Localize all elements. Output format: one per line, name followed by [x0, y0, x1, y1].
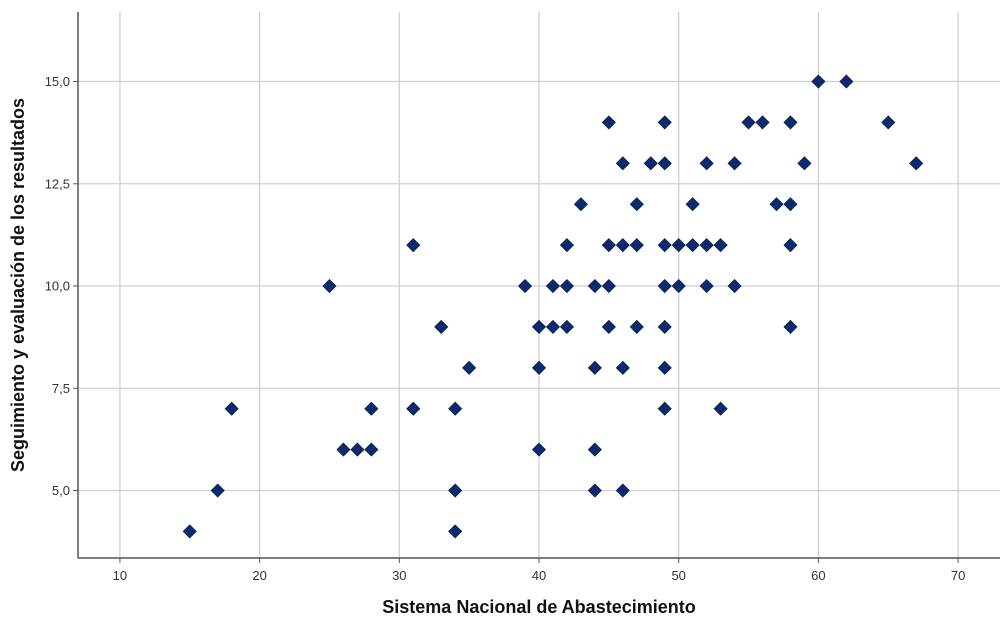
- data-point: [713, 238, 728, 253]
- data-point: [713, 401, 728, 416]
- gridlines: [78, 12, 1000, 558]
- data-point: [881, 115, 896, 130]
- data-point: [783, 238, 798, 253]
- data-point: [601, 115, 616, 130]
- x-tick-label: 40: [532, 568, 546, 583]
- data-point: [434, 319, 449, 334]
- data-point: [699, 278, 714, 294]
- data-point: [448, 401, 463, 416]
- data-point: [643, 156, 658, 171]
- data-point: [657, 238, 672, 253]
- y-tick-label: 15,0: [45, 74, 70, 89]
- data-point: [741, 115, 756, 130]
- data-point: [657, 278, 672, 294]
- data-point: [559, 278, 575, 294]
- data-point: [657, 401, 672, 416]
- data-point: [727, 278, 742, 294]
- data-point: [699, 238, 714, 253]
- data-point: [629, 197, 644, 212]
- data-point: [657, 156, 672, 171]
- data-point: [671, 278, 686, 294]
- data-point: [839, 74, 854, 89]
- data-point: [685, 197, 700, 212]
- data-point: [685, 238, 700, 253]
- data-point: [615, 238, 630, 253]
- data-point: [615, 156, 630, 171]
- data-point: [545, 319, 561, 334]
- data-point: [406, 401, 421, 416]
- y-tick-label: 12,5: [45, 176, 70, 191]
- data-point: [629, 238, 644, 253]
- data-point: [783, 115, 798, 130]
- data-point: [531, 442, 547, 457]
- y-tick-label: 7,5: [52, 381, 70, 396]
- data-point: [336, 442, 351, 457]
- data-point: [657, 115, 672, 130]
- data-point: [559, 238, 575, 253]
- x-axis-title: Sistema Nacional de Abastecimiento: [382, 597, 695, 617]
- data-point: [587, 442, 602, 457]
- x-tick-label: 10: [113, 568, 127, 583]
- data-point: [601, 319, 616, 334]
- data-point: [531, 319, 547, 334]
- x-tick-label: 50: [671, 568, 685, 583]
- x-tick-label: 70: [951, 568, 965, 583]
- data-point: [587, 360, 602, 375]
- data-point: [615, 483, 630, 498]
- y-axis-title: Seguimiento y evaluación de los resultad…: [8, 98, 28, 472]
- data-point: [182, 524, 197, 539]
- data-points: [182, 74, 924, 539]
- data-point: [811, 74, 826, 89]
- data-point: [783, 319, 798, 334]
- data-point: [769, 197, 784, 212]
- y-tick-label: 10,0: [45, 279, 70, 294]
- x-tick-label: 60: [811, 568, 825, 583]
- data-point: [573, 197, 588, 212]
- data-point: [727, 156, 742, 171]
- data-point: [657, 360, 672, 375]
- data-point: [559, 319, 575, 334]
- data-point: [657, 319, 672, 334]
- data-point: [406, 238, 421, 253]
- data-point: [587, 483, 602, 498]
- data-point: [629, 319, 644, 334]
- data-point: [615, 360, 630, 375]
- data-point: [909, 156, 924, 171]
- data-point: [364, 401, 379, 416]
- y-tick-label: 5,0: [52, 483, 70, 498]
- data-point: [783, 197, 798, 212]
- data-point: [448, 483, 463, 498]
- data-point: [601, 238, 616, 253]
- data-point: [462, 360, 477, 375]
- data-point: [545, 278, 561, 294]
- data-point: [755, 115, 770, 130]
- data-point: [699, 156, 714, 171]
- data-point: [517, 278, 533, 294]
- data-point: [601, 278, 616, 294]
- data-point: [448, 524, 463, 539]
- tick-labels: 10 20 30 40 50 60 70 5,0 7,5 10,0 12,5 15,0: [45, 74, 966, 583]
- data-point: [322, 278, 337, 294]
- data-point: [210, 483, 225, 498]
- data-point: [797, 156, 812, 171]
- data-point: [224, 401, 239, 416]
- data-point: [350, 442, 365, 457]
- x-tick-label: 20: [252, 568, 266, 583]
- data-point: [531, 360, 547, 375]
- x-tick-label: 30: [392, 568, 406, 583]
- data-point: [587, 278, 602, 294]
- data-point: [671, 238, 686, 253]
- data-point: [364, 442, 379, 457]
